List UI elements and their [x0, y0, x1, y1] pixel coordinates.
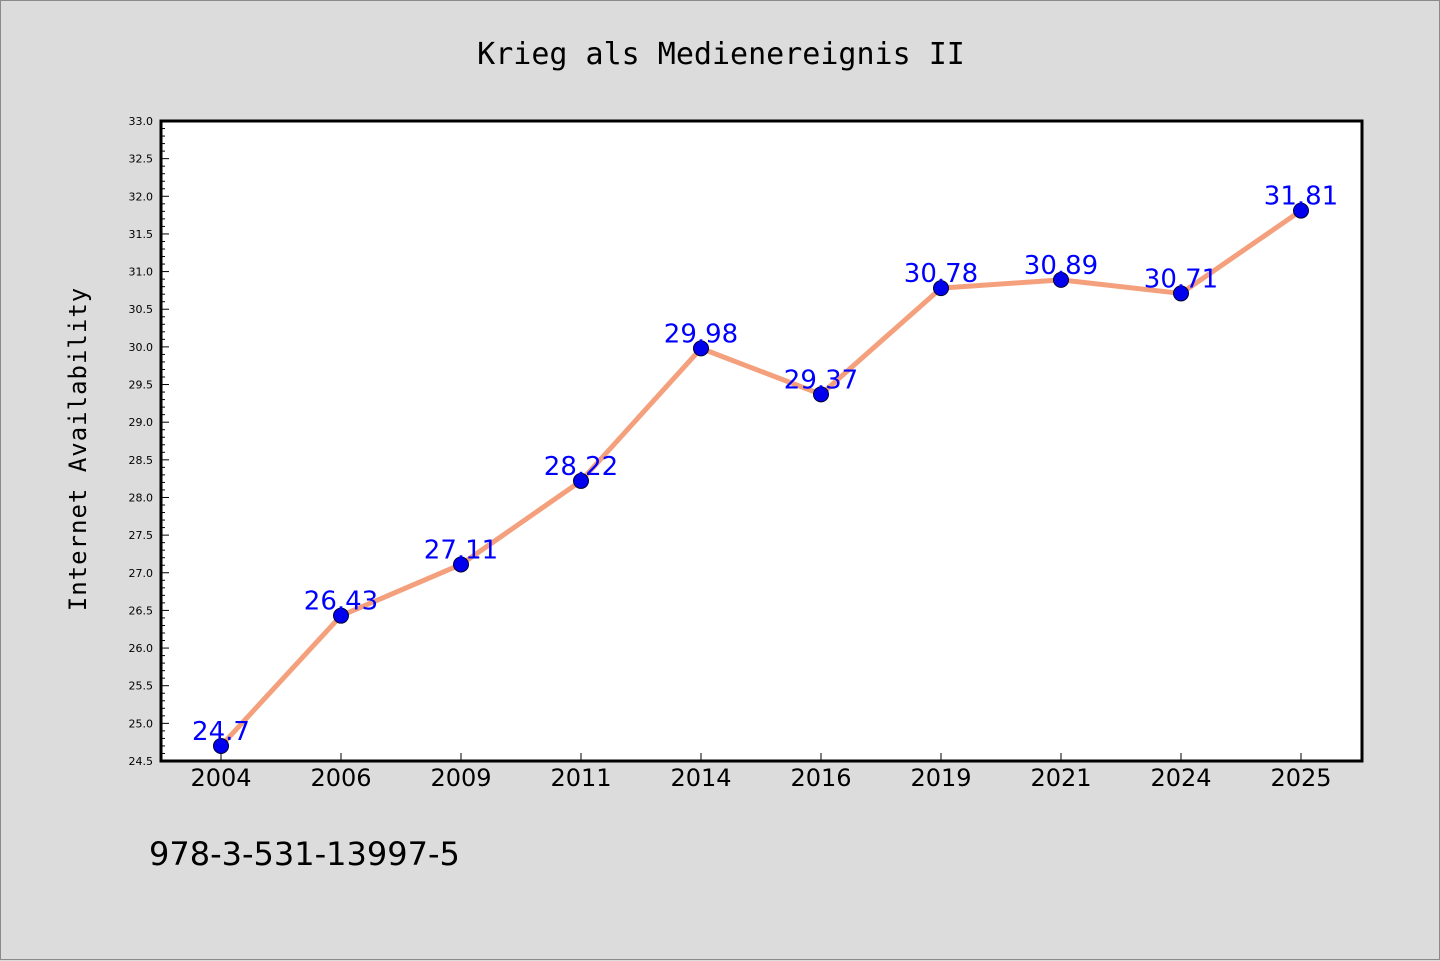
data-label: 30.71: [1144, 264, 1218, 294]
x-tick-label: 2019: [910, 764, 971, 792]
series-line-group: [218, 208, 1304, 749]
y-axis-label: Internet Availability: [64, 287, 92, 611]
data-label: 30.89: [1024, 251, 1098, 281]
y-tick-label: 29.5: [129, 379, 154, 392]
y-tick-label: 28.0: [129, 491, 154, 504]
data-point: [453, 556, 469, 573]
x-tick-label: 2016: [790, 764, 851, 792]
y-tick-label: 25.5: [129, 680, 154, 693]
y-tick-label: 24.5: [129, 755, 154, 768]
data-label: 31.81: [1264, 182, 1338, 212]
data-point: [333, 607, 349, 624]
footer-isbn: 978-3-531-13997-5: [149, 835, 460, 873]
y-axis: 24.5 25.0 25.5 26.0 26.5 27.0 27.5 28.0 28.5 29.0…: [129, 115, 169, 768]
chart-title: Krieg als Medienereignis II: [477, 37, 965, 72]
y-tick-label: 26.5: [129, 604, 154, 617]
data-point: [573, 472, 589, 489]
y-tick-label: 32.0: [129, 190, 154, 203]
x-tick-label: 2014: [670, 764, 731, 792]
x-axis: 2004 2006 2009 2011 2014 2016 2019 2021 2024 2025: [190, 753, 1332, 792]
data-point: [1053, 271, 1069, 288]
data-point: [933, 280, 949, 297]
y-tick-label: 32.5: [129, 153, 154, 166]
x-tick-label: 2004: [190, 764, 251, 792]
data-point: [1293, 202, 1309, 219]
y-tick-label: 33.0: [129, 115, 154, 128]
data-point: [813, 386, 829, 403]
x-tick-label: 2025: [1270, 764, 1331, 792]
series-marker-group: [213, 202, 1309, 754]
data-label: 26.43: [304, 587, 378, 617]
data-label: 29.37: [784, 365, 858, 395]
x-tick-label: 2011: [550, 764, 611, 792]
data-label: 27.11: [424, 535, 498, 565]
data-label: 29.98: [664, 319, 738, 349]
data-point: [693, 340, 709, 357]
series-line: [218, 208, 1304, 749]
y-tick-label: 25.0: [129, 717, 154, 730]
data-point: [1173, 285, 1189, 302]
y-tick-label: 30.5: [129, 303, 154, 316]
y-tick-label: 27.5: [129, 529, 154, 542]
data-label: 24.7: [192, 717, 250, 747]
y-tick-label: 31.0: [129, 266, 154, 279]
y-tick-label: 29.0: [129, 416, 154, 429]
x-tick-label: 2021: [1030, 764, 1091, 792]
y-tick-label: 26.0: [129, 642, 154, 655]
y-tick-label: 31.5: [129, 228, 154, 241]
y-tick-label: 28.5: [129, 454, 154, 467]
y-tick-label: 30.0: [129, 341, 154, 354]
data-point: [213, 737, 229, 754]
x-tick-label: 2009: [430, 764, 491, 792]
plot-area: [159, 119, 1364, 763]
x-tick-label: 2006: [310, 764, 371, 792]
x-tick-label: 2024: [1150, 764, 1211, 792]
data-label: 28.22: [544, 452, 618, 482]
data-label: 30.78: [904, 259, 978, 289]
data-label-group: 24.7 26.43 27.11 28.22 29.98 29.37 30.78 30.89 3…: [192, 182, 1338, 747]
y-tick-label: 27.0: [129, 567, 154, 580]
